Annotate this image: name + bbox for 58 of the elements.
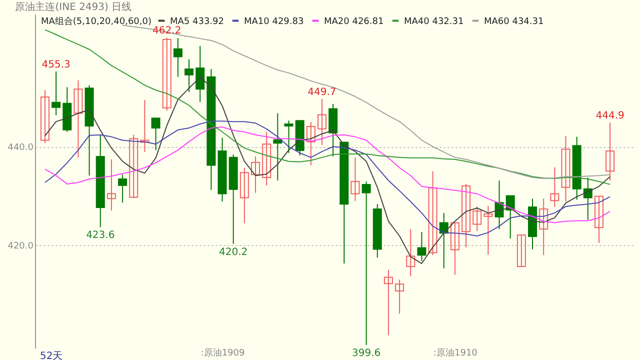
- candlestick: [428, 170, 438, 256]
- candlestick: [606, 122, 615, 182]
- candlestick: [362, 180, 371, 346]
- candlestick: [550, 166, 560, 208]
- candlestick: [74, 80, 83, 158]
- candlestick: [106, 158, 116, 211]
- candlestick: [350, 156, 360, 202]
- candlestick: [240, 167, 249, 224]
- annotation: 423.6: [86, 230, 115, 242]
- candlestick: [516, 234, 526, 267]
- candlestick: [196, 45, 205, 102]
- candlestick: [151, 118, 160, 151]
- candlestick: [450, 222, 460, 276]
- candlestick: [539, 198, 548, 256]
- legend-title: MA组合(5,10,20,40,60,0): [41, 16, 152, 27]
- candlestick: [494, 180, 504, 230]
- text: 52天: [40, 351, 63, 360]
- annotation: 420.2: [219, 246, 248, 258]
- candlestick: [417, 232, 426, 262]
- line-series: [44, 120, 611, 237]
- candlestick: [594, 196, 604, 244]
- candlestick: [251, 156, 260, 194]
- candlestick: [140, 99, 150, 153]
- candlestick: [184, 58, 194, 93]
- annotation: 449.7: [308, 86, 336, 98]
- legend-label: MA40 432.31: [404, 16, 464, 27]
- annotation: 399.6: [352, 348, 381, 360]
- candlestick: [406, 228, 416, 277]
- candlestick: [162, 37, 172, 112]
- candlestick: [462, 183, 471, 248]
- candlestick: [52, 70, 61, 116]
- candlestick: [273, 112, 282, 182]
- candlestick: [40, 90, 50, 144]
- legend-label: MA60 434.31: [484, 16, 544, 27]
- candlestick: [484, 206, 493, 256]
- candlestick: [173, 38, 182, 78]
- annotation: 462.2: [152, 26, 182, 37]
- legend-label: MA20 426.81: [324, 16, 384, 27]
- x-tick-label: :原油1909: [200, 348, 246, 358]
- legend-label: MA10 429.83: [244, 16, 304, 27]
- candlestick: [284, 120, 294, 154]
- candlestick: [472, 206, 482, 232]
- x-tick-label: :原油1910: [433, 348, 478, 358]
- candlestick: [506, 195, 515, 239]
- legend-label: MA5 433.92: [170, 16, 224, 27]
- y-tick-label: 420.0: [8, 241, 34, 252]
- candlestick: [262, 131, 272, 186]
- chart-title: 原油主连(INE 2493) 日线: [15, 2, 132, 13]
- candlestick: [129, 134, 138, 199]
- candlestick: [317, 98, 326, 146]
- candlestick: [561, 135, 570, 202]
- annotation: 444.9: [596, 110, 624, 122]
- candlestick: [306, 122, 316, 166]
- annotation: 455.3: [42, 59, 70, 70]
- candlestick: [118, 174, 128, 204]
- candlestick: [395, 279, 404, 314]
- y-tick-label: 440.0: [8, 143, 34, 154]
- candlestick: [384, 269, 393, 336]
